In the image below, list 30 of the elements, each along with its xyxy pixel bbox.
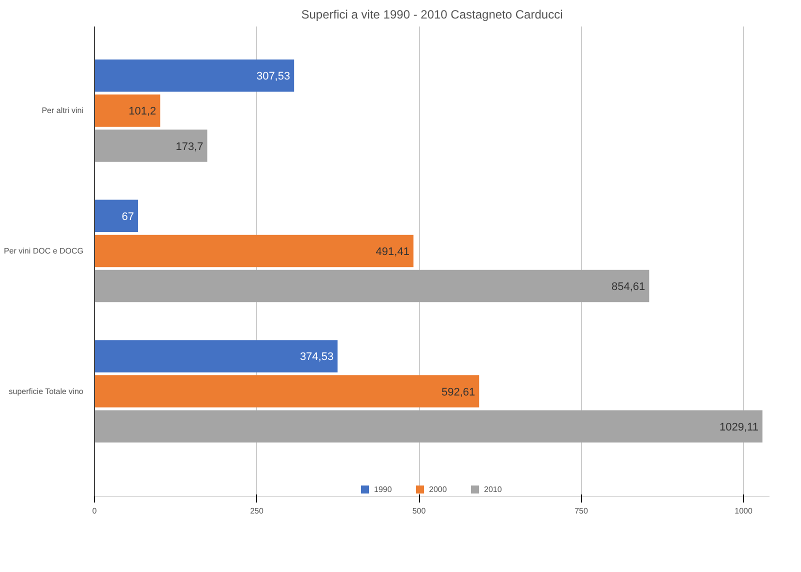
x-tick-label: 250 <box>250 506 264 516</box>
bar <box>94 130 208 162</box>
data-label: 67 <box>122 210 134 223</box>
x-tick-label: 1000 <box>734 506 753 516</box>
chart-title: Superfici a vite 1990 - 2010 Castagneto Carducci <box>301 8 563 22</box>
x-tick-label: 750 <box>574 506 589 516</box>
bar <box>94 410 762 442</box>
bar <box>94 340 338 372</box>
x-tick-label: 0 <box>92 506 98 516</box>
bar <box>94 94 160 127</box>
y-tick-label: Per altri vini <box>42 106 84 116</box>
y-tick-label: superficie Totale vino <box>8 386 84 396</box>
bar <box>94 234 414 268</box>
data-label: 491,41 <box>376 246 410 258</box>
legend-label: 1990 <box>374 484 393 494</box>
data-label: 307,53 <box>256 70 290 83</box>
data-label: 101,2 <box>128 106 156 118</box>
bar <box>94 200 138 232</box>
y-tick-label: Per vini DOC e DOCG <box>4 246 84 256</box>
bar <box>94 270 650 302</box>
data-label: 374,53 <box>300 351 334 364</box>
bar <box>94 59 294 92</box>
legend-label: 2000 <box>429 484 448 494</box>
x-tick-label: 500 <box>412 506 426 516</box>
data-label: 173,7 <box>176 140 204 153</box>
legend-label: 2010 <box>484 484 503 494</box>
data-label: 1029,11 <box>719 421 758 434</box>
bar <box>94 375 480 408</box>
data-label: 854,61 <box>612 281 646 294</box>
data-label: 592,61 <box>441 386 476 398</box>
